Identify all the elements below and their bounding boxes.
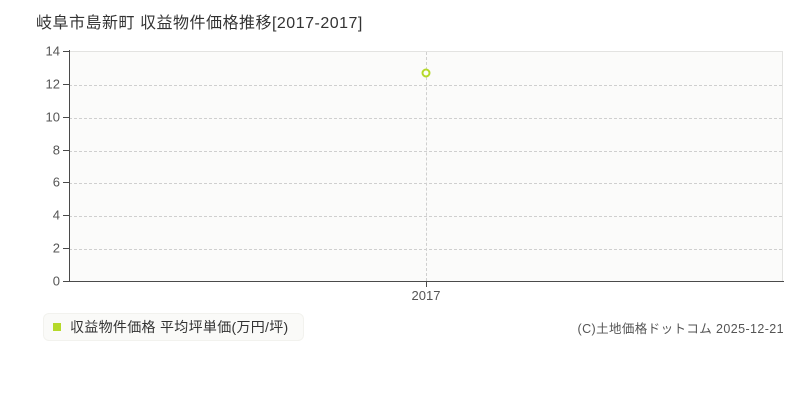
y-axis-tick <box>63 248 70 250</box>
footer-credit: (C)土地価格ドットコム 2025-12-21 <box>577 322 784 336</box>
y-axis-tick <box>63 51 70 52</box>
gridline-horizontal <box>69 150 782 152</box>
gridline-horizontal <box>69 216 782 218</box>
y-axis-label: 12 <box>45 76 60 92</box>
chart-title-text: 岐阜市島新町 収益物件価格推移[2017-2017] <box>36 15 363 32</box>
gridline-horizontal <box>69 183 782 185</box>
y-axis-label: 2 <box>52 240 60 256</box>
legend-item-label: 収益物件価格 平均坪単価(万円/坪) <box>70 319 289 335</box>
y-axis-label: 4 <box>52 207 60 223</box>
x-axis-tick <box>426 281 427 287</box>
y-axis-label: 8 <box>52 142 60 158</box>
chart-title: 岐阜市島新町 収益物件価格推移[2017-2017] <box>36 9 363 33</box>
y-axis-tick <box>63 83 70 85</box>
y-axis-tick <box>63 149 70 151</box>
y-axis-tick <box>63 215 70 217</box>
y-axis-line <box>69 50 70 282</box>
legend-swatch-icon <box>53 323 61 331</box>
y-axis-label: 6 <box>52 174 60 190</box>
data-point[interactable] <box>421 68 431 78</box>
chart-legend[interactable]: 収益物件価格 平均坪単価(万円/坪) <box>44 314 303 340</box>
y-axis-label: 0 <box>52 273 60 289</box>
y-axis-label: 10 <box>45 109 60 125</box>
gridline-horizontal <box>69 117 782 119</box>
gridline-horizontal <box>69 84 782 86</box>
y-axis-tick <box>63 116 70 118</box>
y-axis-label: 14 <box>45 43 60 59</box>
x-axis-label: 2017 <box>411 288 441 303</box>
y-axis-tick <box>63 182 70 184</box>
plot-area <box>69 51 783 281</box>
y-axis-tick <box>63 281 70 282</box>
gridline-vertical <box>426 52 427 281</box>
gridline-horizontal <box>69 249 782 251</box>
